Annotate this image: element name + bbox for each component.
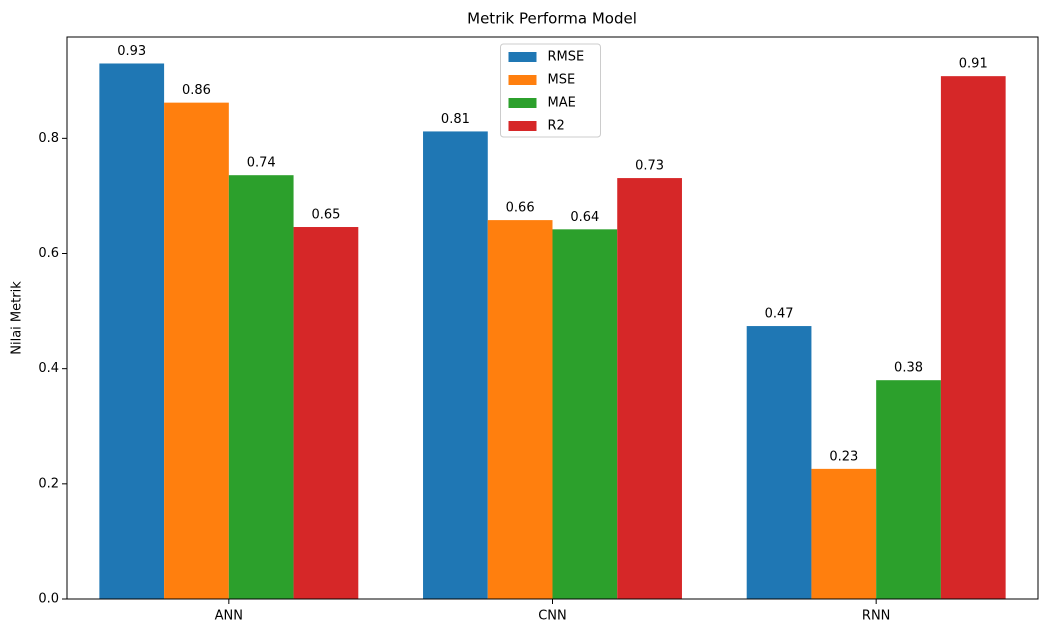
legend-label: RMSE (548, 50, 585, 65)
bar (487, 220, 553, 599)
value-label: 0.73 (635, 159, 664, 174)
value-label: 0.23 (829, 449, 858, 464)
x-tick-label: RNN (862, 609, 890, 623)
y-tick-label: 0.6 (38, 246, 59, 261)
bar (423, 131, 488, 599)
bar (164, 102, 229, 600)
legend-label: MSE (548, 73, 576, 88)
legend (500, 43, 601, 138)
legend-swatch (508, 75, 537, 85)
bar (99, 63, 165, 599)
chart-title: Metrik Performa Model (467, 10, 637, 28)
legend-label: MAE (548, 96, 576, 111)
y-tick-label: 0.4 (38, 361, 59, 376)
bar (811, 468, 877, 599)
bar (876, 380, 941, 599)
y-tick-label: 0.2 (38, 476, 59, 491)
value-label: 0.74 (247, 156, 276, 171)
bar (228, 175, 294, 599)
legend-label: R2 (548, 119, 565, 134)
value-label: 0.66 (506, 201, 535, 216)
y-tick-label: 0.8 (38, 131, 59, 146)
y-tick-label: 0.0 (38, 592, 59, 607)
axes-frame (66, 36, 1039, 600)
bar (552, 229, 618, 599)
legend-swatch (508, 52, 537, 62)
value-label: 0.65 (311, 208, 340, 223)
legend-swatch (508, 121, 537, 131)
bar (293, 227, 359, 599)
value-label: 0.64 (570, 210, 599, 225)
value-label: 0.81 (441, 112, 470, 127)
value-label: 0.47 (765, 307, 794, 322)
bar (617, 178, 682, 600)
value-label: 0.91 (959, 57, 988, 72)
x-tick-label: CNN (538, 609, 567, 623)
bar (746, 326, 812, 599)
bar (940, 76, 1006, 599)
value-label: 0.93 (117, 44, 146, 59)
value-label: 0.86 (182, 83, 211, 98)
legend-swatch (508, 98, 537, 108)
value-label: 0.38 (894, 361, 923, 376)
y-axis-label: Nilai Metrik (10, 281, 25, 355)
x-tick-label: ANN (215, 609, 243, 623)
